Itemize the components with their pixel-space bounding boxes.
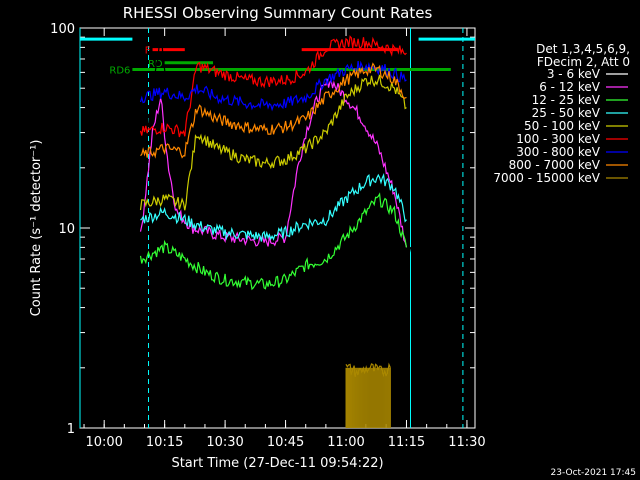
- series-line: [140, 62, 407, 159]
- status-bar-label: RD6: [109, 66, 130, 77]
- series-line: [139, 192, 408, 291]
- plot-frame: [79, 27, 476, 429]
- x-tick-label: 10:15: [146, 435, 183, 450]
- x-tick-label: 11:30: [448, 435, 485, 450]
- legend-entry-label: 800 - 7000 keV: [509, 158, 601, 172]
- y-tick-label: 1: [67, 422, 75, 437]
- x-tick-label: 10:45: [267, 435, 304, 450]
- series-line: [139, 60, 407, 112]
- legend-entry-label: 50 - 100 keV: [524, 119, 601, 133]
- y-axis-label: Count Rate (s⁻¹ detector⁻¹): [29, 140, 44, 317]
- legend-entry-label: 7000 - 15000 keV: [493, 171, 600, 185]
- chart-title: RHESSI Observing Summary Count Rates: [123, 4, 433, 22]
- x-axis-label: Start Time (27-Dec-11 09:54:22): [171, 456, 383, 471]
- status-bar-label: RD: [148, 59, 163, 70]
- x-tick-label: 11:00: [327, 435, 364, 450]
- series-line: [139, 35, 416, 263]
- x-tick-label: 11:15: [388, 435, 425, 450]
- legend-header: Det 1,3,4,5,6,9,: [536, 42, 630, 56]
- legend-entry-label: 300 - 800 keV: [516, 145, 600, 159]
- legend-entry-label: 6 - 12 keV: [539, 80, 601, 94]
- legend-entry-label: 12 - 25 keV: [532, 93, 601, 107]
- status-bar-label: F: [145, 46, 151, 57]
- x-tick-label: 10:00: [85, 435, 122, 450]
- series-line: [139, 78, 408, 248]
- legend-entry-label: 3 - 6 keV: [547, 67, 601, 81]
- legend-header: FDecim 2, Att 0: [537, 55, 630, 69]
- x-tick-label: 10:30: [206, 435, 243, 450]
- footer-timestamp: 23-Oct-2021 17:45: [551, 468, 636, 478]
- legend-entry-label: 25 - 50 keV: [532, 106, 601, 120]
- series-line: [139, 74, 407, 211]
- series-line: [139, 35, 407, 138]
- y-tick-label: 100: [50, 22, 75, 37]
- series-line: [140, 173, 407, 242]
- legend-entry-label: 100 - 300 keV: [516, 132, 600, 146]
- y-tick-label: 10: [58, 222, 75, 237]
